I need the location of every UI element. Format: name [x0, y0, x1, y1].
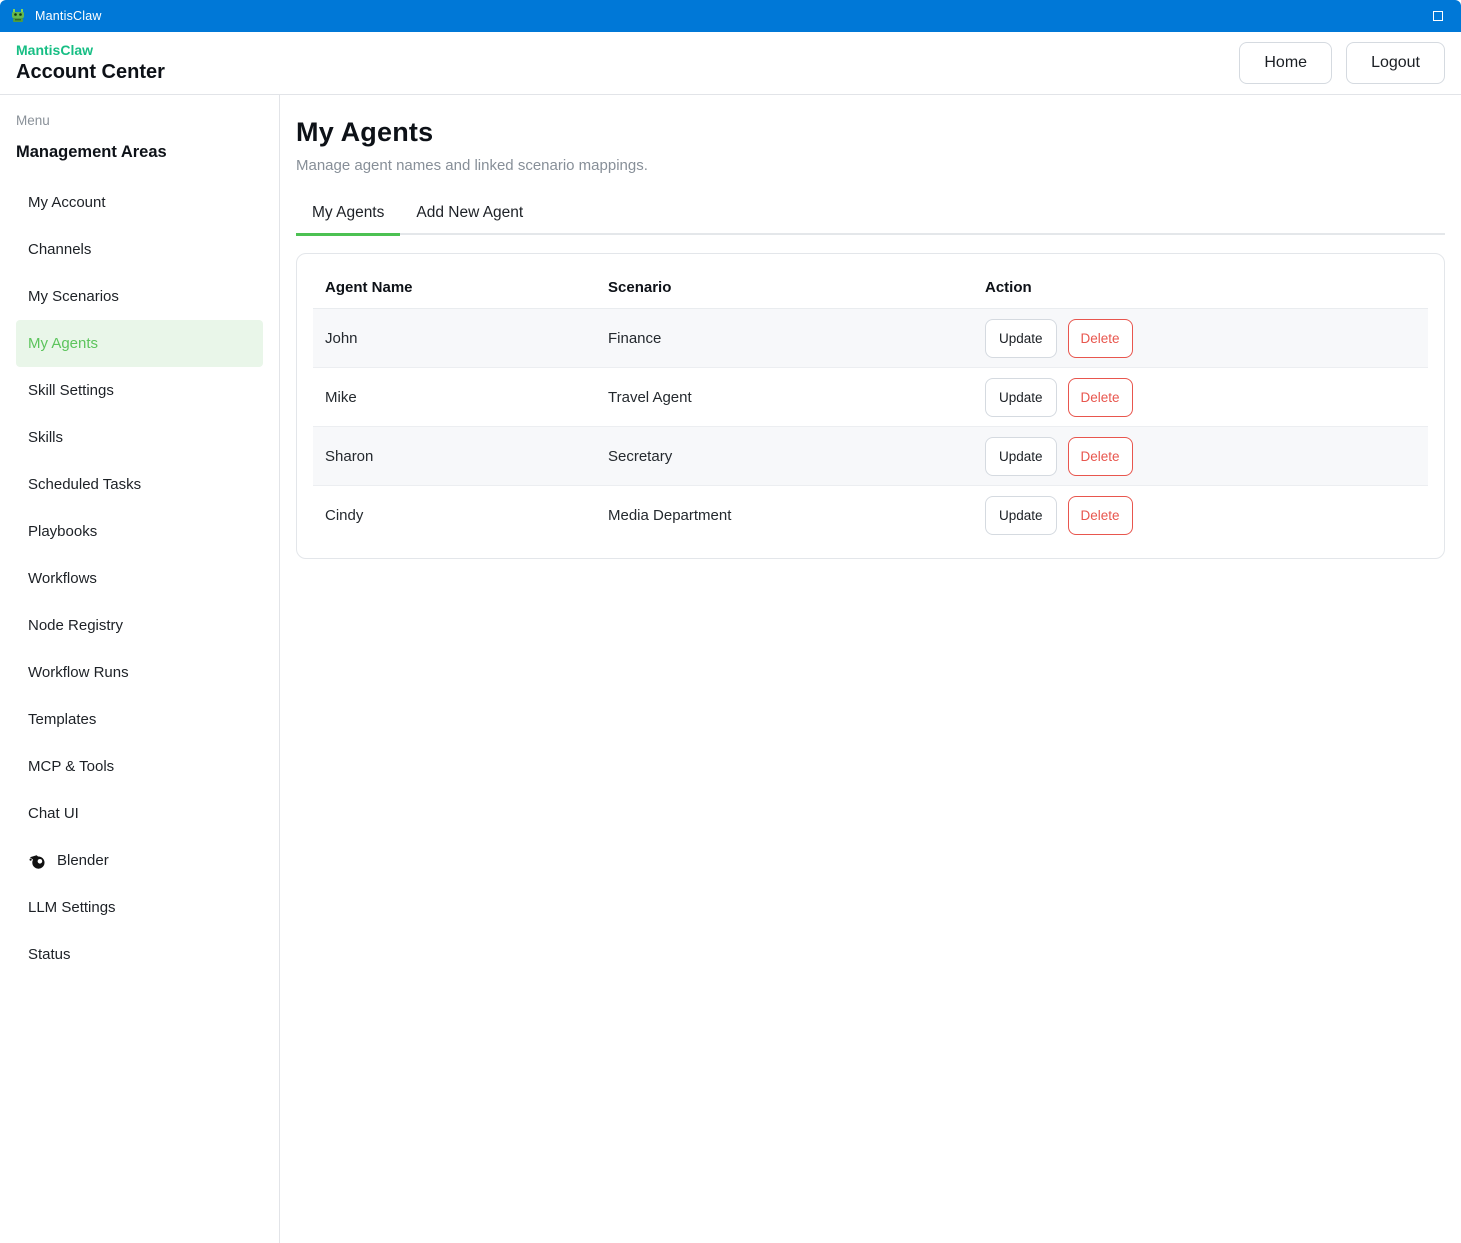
- table-row: John Finance Update Delete: [313, 308, 1428, 367]
- sidebar-item-skills[interactable]: Skills: [16, 414, 263, 461]
- column-header-agent-name: Agent Name: [325, 278, 413, 296]
- delete-button-cindy[interactable]: Delete: [1067, 495, 1133, 535]
- action-cell: Update Delete: [973, 436, 1428, 476]
- sidebar-item-chat-ui[interactable]: Chat UI: [16, 790, 263, 837]
- tab-add-new-agent[interactable]: Add New Agent: [400, 197, 539, 233]
- logout-button[interactable]: Logout: [1346, 42, 1445, 84]
- agent-name-cell: Cindy: [325, 506, 364, 524]
- titlebar-app-title: MantisClaw: [35, 9, 102, 23]
- update-button-cindy[interactable]: Update: [985, 495, 1057, 535]
- sidebar-item-label: LLM Settings: [28, 899, 116, 916]
- app-header: MantisClaw Account Center Home Logout: [0, 32, 1461, 95]
- agent-name-cell: Sharon: [325, 447, 374, 465]
- sidebar-item-label: Scheduled Tasks: [28, 476, 142, 493]
- delete-button-sharon[interactable]: Delete: [1067, 436, 1133, 476]
- sidebar: Menu Management Areas My Account Channel…: [0, 95, 280, 1243]
- table-row: Mike Travel Agent Update Delete: [313, 367, 1428, 426]
- update-button-mike[interactable]: Update: [985, 377, 1057, 417]
- sidebar-item-mcp-tools[interactable]: MCP & Tools: [16, 743, 263, 790]
- action-cell: Update Delete: [973, 495, 1428, 535]
- table-row: Sharon Secretary Update Delete: [313, 426, 1428, 485]
- titlebar[interactable]: MantisClaw ✕: [0, 0, 1461, 55]
- maximize-button[interactable]: [1415, 0, 1461, 32]
- column-header-action: Action: [985, 278, 1032, 296]
- agents-table-card: Agent Name Scenario Action John Finance Up…: [296, 253, 1445, 559]
- sidebar-item-templates[interactable]: Templates: [16, 696, 263, 743]
- delete-button-mike[interactable]: Delete: [1067, 377, 1133, 417]
- sidebar-item-label: My Scenarios: [28, 288, 119, 305]
- sidebar-item-label: Skill Settings: [28, 382, 114, 399]
- brand-name: MantisClaw: [16, 42, 94, 58]
- sidebar-item-label: Channels: [28, 241, 92, 258]
- table-body: John Finance Update Delete Mike Travel A…: [313, 308, 1428, 544]
- sidebar-item-workflow-runs[interactable]: Workflow Runs: [16, 649, 263, 696]
- sidebar-item-label: My Agents: [28, 335, 99, 352]
- delete-button-john[interactable]: Delete: [1067, 318, 1133, 358]
- action-cell: Update Delete: [973, 318, 1428, 358]
- column-header-scenario: Scenario: [608, 278, 672, 296]
- scenario-cell: Travel Agent: [608, 388, 692, 406]
- table-header-row: Agent Name Scenario Action: [313, 266, 1428, 308]
- sidebar-nav: My Account Channels My Scenarios My Agen…: [16, 179, 263, 978]
- update-button-john[interactable]: Update: [985, 318, 1057, 358]
- sidebar-item-scheduled-tasks[interactable]: Scheduled Tasks: [16, 461, 263, 508]
- scenario-cell: Media Department: [608, 506, 732, 524]
- account-center-title: Account Center: [16, 61, 165, 83]
- mantis-app-icon: [12, 9, 24, 22]
- scenario-cell: Finance: [608, 329, 662, 347]
- sidebar-item-my-scenarios[interactable]: My Scenarios: [16, 273, 263, 320]
- sidebar-item-label: Workflow Runs: [28, 664, 129, 681]
- sidebar-item-skill-settings[interactable]: Skill Settings: [16, 367, 263, 414]
- sidebar-item-llm-settings[interactable]: LLM Settings: [16, 884, 263, 931]
- page-title: My Agents: [296, 117, 434, 147]
- home-button[interactable]: Home: [1239, 42, 1333, 84]
- sidebar-item-label: Templates: [28, 711, 97, 728]
- sidebar-item-label: Status: [28, 946, 71, 963]
- maximize-icon: [1433, 11, 1443, 21]
- sidebar-item-playbooks[interactable]: Playbooks: [16, 508, 263, 555]
- header-actions: Home Logout: [1239, 42, 1445, 84]
- brand-block: MantisClaw Account Center: [16, 42, 165, 84]
- sidebar-item-label: Workflows: [28, 570, 97, 587]
- sidebar-item-label: Playbooks: [28, 523, 98, 540]
- sidebar-item-label: Chat UI: [28, 805, 79, 822]
- blender-icon: [29, 854, 45, 869]
- page-subtitle: Manage agent names and linked scenario m…: [296, 157, 648, 174]
- sidebar-item-label: My Account: [28, 194, 106, 211]
- menu-label: Menu: [16, 113, 50, 128]
- sidebar-item-label: Blender: [57, 852, 109, 869]
- update-button-sharon[interactable]: Update: [985, 436, 1057, 476]
- sidebar-item-channels[interactable]: Channels: [16, 226, 263, 273]
- sidebar-item-my-account[interactable]: My Account: [16, 179, 263, 226]
- management-areas-title: Management Areas: [16, 143, 167, 161]
- action-cell: Update Delete: [973, 377, 1428, 417]
- table-row: Cindy Media Department Update Delete: [313, 485, 1428, 544]
- sidebar-item-label: MCP & Tools: [28, 758, 115, 775]
- sidebar-item-blender[interactable]: Blender: [16, 837, 263, 884]
- tab-my-agents[interactable]: My Agents: [296, 197, 401, 236]
- sidebar-item-status[interactable]: Status: [16, 931, 263, 978]
- main-content: My Agents Manage agent names and linked …: [280, 95, 1461, 1243]
- sidebar-item-my-agents[interactable]: My Agents: [16, 320, 263, 367]
- sidebar-item-node-registry[interactable]: Node Registry: [16, 602, 263, 649]
- agent-name-cell: Mike: [325, 388, 357, 406]
- tabs: My Agents Add New Agent: [296, 197, 1445, 236]
- sidebar-item-label: Skills: [28, 429, 64, 446]
- scenario-cell: Secretary: [608, 447, 673, 465]
- sidebar-item-workflows[interactable]: Workflows: [16, 555, 263, 602]
- sidebar-item-label: Node Registry: [28, 617, 124, 634]
- agent-name-cell: John: [325, 329, 358, 347]
- layout: Menu Management Areas My Account Channel…: [0, 95, 1461, 1243]
